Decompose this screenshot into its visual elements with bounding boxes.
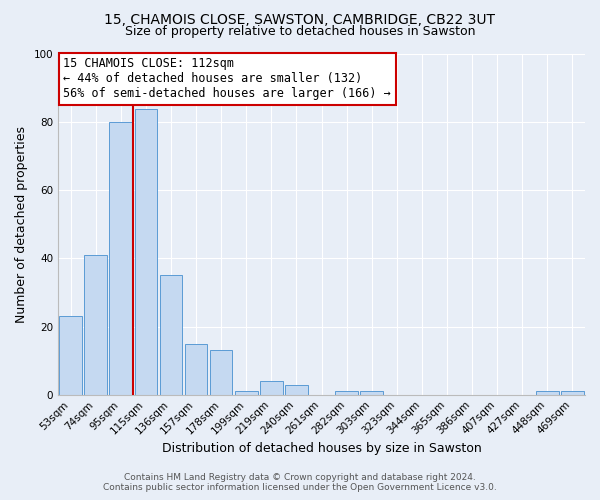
Bar: [59, 316, 82, 394]
X-axis label: Distribution of detached houses by size in Sawston: Distribution of detached houses by size …: [161, 442, 481, 455]
Bar: [536, 392, 559, 394]
Text: 15, CHAMOIS CLOSE, SAWSTON, CAMBRIDGE, CB22 3UT: 15, CHAMOIS CLOSE, SAWSTON, CAMBRIDGE, C…: [104, 12, 496, 26]
Bar: [561, 392, 584, 394]
Bar: [109, 122, 132, 394]
Bar: [361, 392, 383, 394]
Bar: [85, 255, 107, 394]
Y-axis label: Number of detached properties: Number of detached properties: [15, 126, 28, 323]
Text: 15 CHAMOIS CLOSE: 112sqm
← 44% of detached houses are smaller (132)
56% of semi-: 15 CHAMOIS CLOSE: 112sqm ← 44% of detach…: [64, 58, 391, 100]
Bar: [235, 392, 257, 394]
Text: Size of property relative to detached houses in Sawston: Size of property relative to detached ho…: [125, 25, 475, 38]
Bar: [335, 392, 358, 394]
Bar: [185, 344, 208, 394]
Bar: [134, 108, 157, 395]
Bar: [210, 350, 232, 395]
Bar: [260, 381, 283, 394]
Text: Contains HM Land Registry data © Crown copyright and database right 2024.
Contai: Contains HM Land Registry data © Crown c…: [103, 473, 497, 492]
Bar: [285, 384, 308, 394]
Bar: [160, 276, 182, 394]
